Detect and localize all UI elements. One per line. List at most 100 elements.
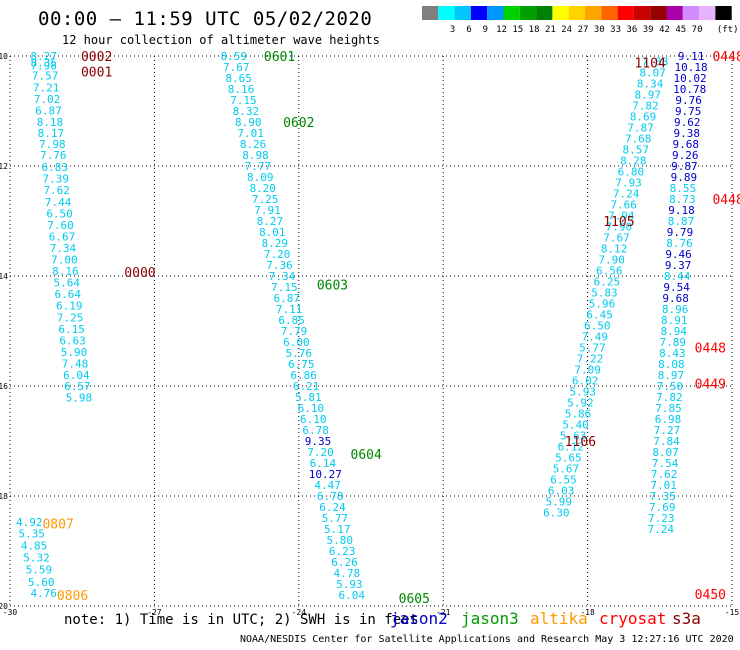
swh-value: 6.50 <box>584 320 611 333</box>
page-title: 00:00 – 11:59 UTC 05/02/2020 <box>38 8 373 30</box>
colorbar-label: 30 <box>594 25 605 35</box>
swh-value: 7.50 <box>657 380 684 393</box>
page-subtitle: 12 hour collection of altimeter wave hei… <box>62 33 380 47</box>
colorbar-swatch <box>715 6 732 20</box>
swh-value: 8.98 <box>242 149 269 162</box>
swh-value: 8.57 <box>622 144 649 157</box>
swh-value: 8.32 <box>233 105 260 118</box>
swh-value: 7.02 <box>34 93 61 106</box>
swh-value: 6.57 <box>64 380 91 393</box>
swh-value: 7.49 <box>582 331 609 344</box>
colorbar-swatch <box>568 6 585 20</box>
swh-value: 6.63 <box>59 334 86 347</box>
colorbar-label: 36 <box>626 25 637 35</box>
legend-jason3: jason3 <box>461 609 519 628</box>
swh-value: 7.62 <box>651 468 678 481</box>
time-label: 0448 <box>712 193 740 208</box>
swh-value: 7.94 <box>608 210 635 223</box>
time-label: 1106 <box>565 435 596 450</box>
swh-value: 9.46 <box>665 248 692 261</box>
swh-value: 5.93 <box>570 386 597 399</box>
swh-value: 8.27 <box>257 215 284 228</box>
time-label: 0603 <box>317 278 348 293</box>
swh-value: 9.68 <box>673 138 700 151</box>
y-tick-label: -12 <box>0 162 8 171</box>
swh-value: 7.62 <box>43 184 70 197</box>
x-tick-label: -27 <box>147 608 162 617</box>
swh-value: 9.75 <box>675 105 702 118</box>
swh-value: 9.37 <box>665 259 692 272</box>
y-tick-label: -16 <box>0 382 8 391</box>
swh-value: 6.67 <box>49 230 76 243</box>
swh-value: 7.82 <box>656 391 683 404</box>
swh-value: 8.26 <box>240 138 267 151</box>
swh-value: 7.23 <box>648 512 675 525</box>
colorbar-swatch <box>601 6 618 20</box>
swh-value: 6.80 <box>618 166 645 179</box>
colorbar-unit: (ft) <box>717 25 739 35</box>
swh-value: 10.02 <box>674 72 707 85</box>
time-label: 0001 <box>81 65 112 80</box>
footnote: note: 1) Time is in UTC; 2) SWH is in fe… <box>64 612 419 628</box>
colorbar-label: 24 <box>561 25 572 35</box>
swh-value: 5.86 <box>565 408 592 421</box>
colorbar-label: 6 <box>466 25 471 35</box>
swh-value: 5.93 <box>336 578 363 591</box>
swh-value: 4.78 <box>334 567 361 580</box>
swh-value: 6.87 <box>35 104 62 117</box>
swh-value: 7.44 <box>45 196 72 209</box>
swh-value: 9.18 <box>668 204 695 217</box>
swh-value: 8.29 <box>261 237 288 250</box>
swh-value: 8.96 <box>662 303 689 316</box>
swh-value: 8.17 <box>38 127 65 140</box>
legend-cryosat: cryosat <box>599 609 667 628</box>
credit-footer: NOAA/NESDIS Center for Satellite Applica… <box>240 634 734 645</box>
colorbar-swatch <box>666 6 683 20</box>
time-label: 0806 <box>57 589 88 604</box>
swh-value: 6.15 <box>58 323 85 336</box>
swh-value: 8.07 <box>639 67 666 80</box>
colorbar-swatch <box>633 6 651 20</box>
swh-value: 6.19 <box>56 300 83 313</box>
swh-value: 7.67 <box>223 61 250 74</box>
swh-value: 6.02 <box>572 375 599 388</box>
colorbar-swatch <box>519 6 537 20</box>
colorbar-swatch <box>682 6 700 20</box>
swh-value: 8.90 <box>235 116 262 129</box>
swh-value: 4.92 <box>16 516 43 529</box>
colorbar-label: 9 <box>482 25 487 35</box>
swh-value: 8.07 <box>652 446 679 459</box>
swh-value: 9.35 <box>305 435 332 448</box>
swh-value: 6.75 <box>288 358 315 371</box>
swh-value: 10.27 <box>309 468 342 481</box>
swh-value: 8.35 <box>30 57 57 70</box>
swh-value: 7.90 <box>606 221 633 234</box>
swh-value: 5.17 <box>324 523 351 536</box>
y-tick-label: -20 <box>0 602 8 611</box>
swh-value: 5.40 <box>562 419 589 432</box>
time-label: 0449 <box>695 377 726 392</box>
swh-value: 5.76 <box>286 347 313 360</box>
swh-value: 10.78 <box>673 83 706 96</box>
swh-value: 6.25 <box>594 276 621 289</box>
swh-value: 8.43 <box>659 347 686 360</box>
swh-value: 5.60 <box>28 576 55 589</box>
swh-value: 4.76 <box>30 587 57 600</box>
swh-value: 4.85 <box>21 540 48 553</box>
swh-value: 5.77 <box>322 512 349 525</box>
colorbar-swatch <box>699 6 716 20</box>
swh-value: 7.48 <box>62 357 89 370</box>
swh-value: 4.47 <box>314 479 341 492</box>
colorbar-label: 18 <box>529 25 540 35</box>
swh-value: 8.27 <box>30 50 57 63</box>
swh-value: 6.64 <box>55 288 82 301</box>
swh-value: 7.34 <box>269 270 296 283</box>
swh-value: 7.79 <box>281 325 308 338</box>
swh-value: 7.01 <box>650 479 677 492</box>
swh-value: 7.11 <box>276 303 303 316</box>
swh-value: 6.45 <box>586 309 613 322</box>
swh-value: 9.38 <box>674 127 701 140</box>
swh-value: 8.12 <box>601 243 628 256</box>
swh-value: 8.09 <box>247 171 274 184</box>
swh-value: 8.44 <box>664 270 691 283</box>
